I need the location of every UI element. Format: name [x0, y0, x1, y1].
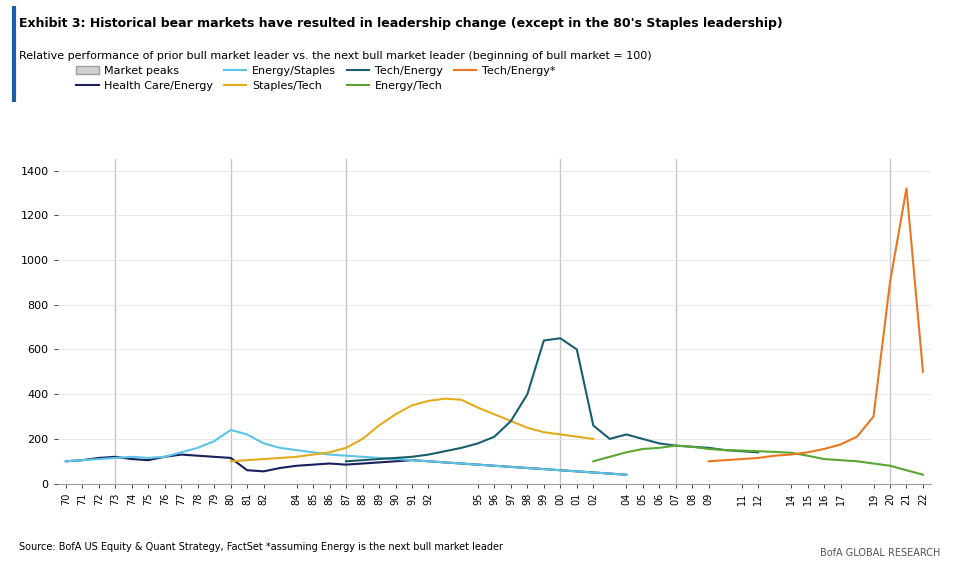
- Legend: Market peaks, Health Care/Energy, Energy/Staples, Staples/Tech, Tech/Energy, Ene: Market peaks, Health Care/Energy, Energy…: [72, 61, 560, 96]
- Text: BofA GLOBAL RESEARCH: BofA GLOBAL RESEARCH: [821, 547, 941, 558]
- Text: Relative performance of prior bull market leader vs. the next bull market leader: Relative performance of prior bull marke…: [19, 51, 652, 61]
- Text: Source: BofA US Equity & Quant Strategy, FactSet *assuming Energy is the next bu: Source: BofA US Equity & Quant Strategy,…: [19, 542, 503, 552]
- Text: Exhibit 3: Historical bear markets have resulted in leadership change (except in: Exhibit 3: Historical bear markets have …: [19, 17, 783, 30]
